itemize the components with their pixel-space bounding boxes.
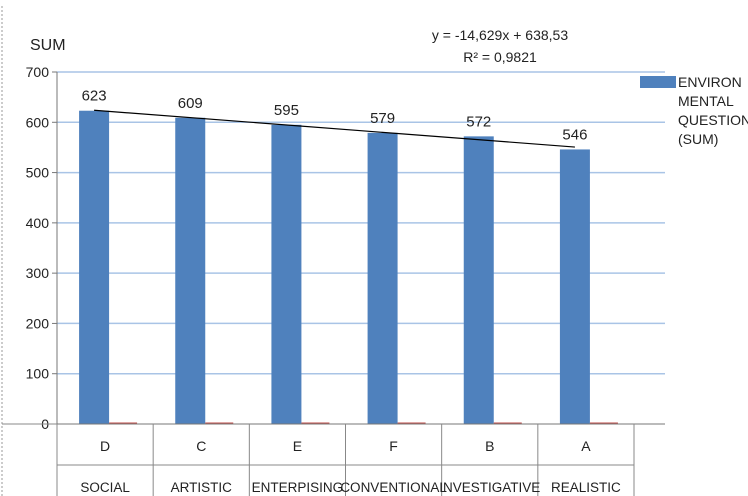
legend-swatch: [640, 76, 676, 88]
x-category-label: REALISTIC: [551, 480, 621, 495]
bar-secondary: [589, 422, 618, 425]
bar-main: [79, 110, 110, 424]
y-tick-label: 200: [26, 315, 50, 331]
gridlines: [57, 71, 665, 375]
trendline-group: [94, 109, 575, 148]
x-category-label: INVESTIGATIVE: [439, 480, 540, 495]
y-tick-label: 700: [26, 64, 50, 80]
bar-main: [559, 149, 590, 424]
y-tick-label: 600: [26, 114, 50, 130]
x-category-label: ARTISTIC: [171, 480, 233, 495]
legend-label: MENTAL: [678, 93, 734, 109]
x-category-code: C: [196, 438, 206, 454]
y-axis-title: SUM: [30, 37, 66, 54]
y-tick-label: 400: [26, 215, 50, 231]
bar-main: [271, 124, 302, 425]
bar-secondary: [397, 422, 426, 425]
y-tick-label: 100: [26, 366, 50, 382]
x-axis-table: D SOCIAL C ARTISTIC E ENTERPISING F CONVENTIONA…: [2, 423, 665, 496]
legend-label: QUESTION: [678, 112, 748, 128]
trendline-r-squared: R² = 0,9821: [463, 49, 537, 65]
trendline-equation: y = -14,629x + 638,53: [432, 27, 568, 43]
data-label: 546: [562, 126, 587, 143]
x-category-code: E: [293, 438, 302, 454]
trendline: [94, 109, 575, 148]
bar-main: [367, 132, 398, 425]
legend-label: ENVIRON: [678, 74, 742, 90]
bar-main: [175, 117, 206, 424]
x-category-label: ENTERPISING: [252, 480, 344, 495]
data-label: 609: [178, 95, 203, 112]
y-tick-label: 500: [26, 165, 50, 181]
bar-secondary: [301, 422, 330, 425]
legend-label: (SUM): [678, 131, 718, 147]
x-category-code: A: [581, 438, 591, 454]
data-label: 623: [82, 88, 107, 105]
x-category-code: B: [485, 438, 494, 454]
x-category-code: F: [389, 438, 398, 454]
bars: [79, 110, 618, 425]
bar-main: [463, 136, 494, 424]
bar-secondary: [493, 422, 522, 425]
x-category-code: D: [100, 438, 110, 454]
x-category-label: CONVENTIONAL: [340, 480, 447, 495]
bar-secondary: [109, 422, 138, 425]
legend: ENVIRON MENTAL QUESTION (SUM): [640, 74, 748, 147]
bar-secondary: [205, 422, 234, 425]
x-category-label: SOCIAL: [80, 480, 130, 495]
data-label: 572: [466, 113, 491, 130]
y-tick-label: 300: [26, 265, 50, 281]
data-label: 595: [274, 102, 299, 119]
data-label: 579: [370, 110, 395, 127]
data-labels: 623 609 595 579 572 546: [82, 88, 588, 144]
